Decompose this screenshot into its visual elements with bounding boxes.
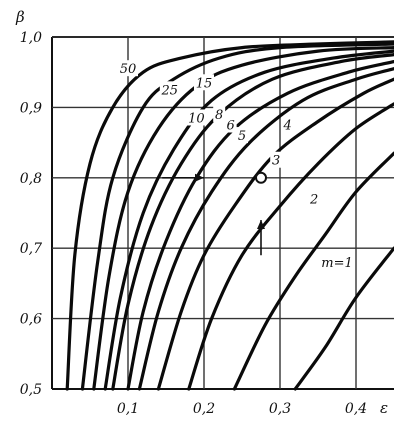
tick-labels: 0,1 0,2 0,3 0,4 0,5 0,6 0,7 0,8 0,9 1,0 [20,30,367,417]
curve-label-bg [213,105,226,122]
curve-2 [232,151,394,391]
y-axis-title: β [15,8,25,26]
annotations [162,171,267,256]
y-tick-label: 0,8 [20,171,42,187]
curve-label: 6 [226,119,234,134]
arrow-head-1 [257,220,265,230]
curve-label-bg [323,253,351,270]
y-tick-label: 0,9 [20,100,42,116]
curve-label: 25 [161,83,179,98]
x-axis-title: ε [380,399,388,417]
curve-10 [103,49,394,391]
marker-point [255,171,267,184]
curve-label: 10 [188,111,205,126]
curve-label: 2 [309,192,318,207]
curve-label-bg [186,109,207,126]
x-tick-label: 0,3 [269,401,291,417]
curve-50 [65,40,394,391]
curve-label-bg [194,74,214,91]
arrow-head-0 [195,173,204,182]
curve-5 [137,67,394,391]
curve-label-bg [118,60,138,77]
curve-label: 50 [120,62,137,77]
curve-25 [80,42,394,391]
x-tick-label: 0,1 [117,401,139,417]
y-tick-label: 0,5 [20,382,42,398]
x-tick-label: 0,4 [345,401,367,417]
curve-label: 4 [282,119,291,134]
curve-8 [111,53,394,391]
curve-4 [156,77,394,391]
y-tick-label: 0,6 [20,312,42,328]
curve-m-1 [293,246,394,391]
grid [51,36,394,390]
y-tick-label: 0,7 [20,241,42,257]
x-tick-label: 0,2 [193,401,215,417]
curve-label-bg [281,116,294,133]
curve-label-bg [270,151,283,168]
curve-label: m=1 [321,256,353,271]
curve-label-bg [159,81,180,98]
curve-labels: 50 25 15 10 865 4 3 2 m=1 [118,60,353,271]
curve-6 [126,60,394,391]
curve-label: 15 [196,76,213,91]
curve-label-bg [236,127,248,144]
curve-label: 5 [238,129,246,144]
curve-3 [187,102,394,391]
curve-label: 3 [272,154,280,169]
curve-15 [92,46,394,391]
curve-label-bg [308,190,321,207]
y-tick-label: 1,0 [20,30,42,46]
curves [65,40,394,391]
curve-label-bg [224,116,237,133]
curve-label: 8 [215,108,223,123]
